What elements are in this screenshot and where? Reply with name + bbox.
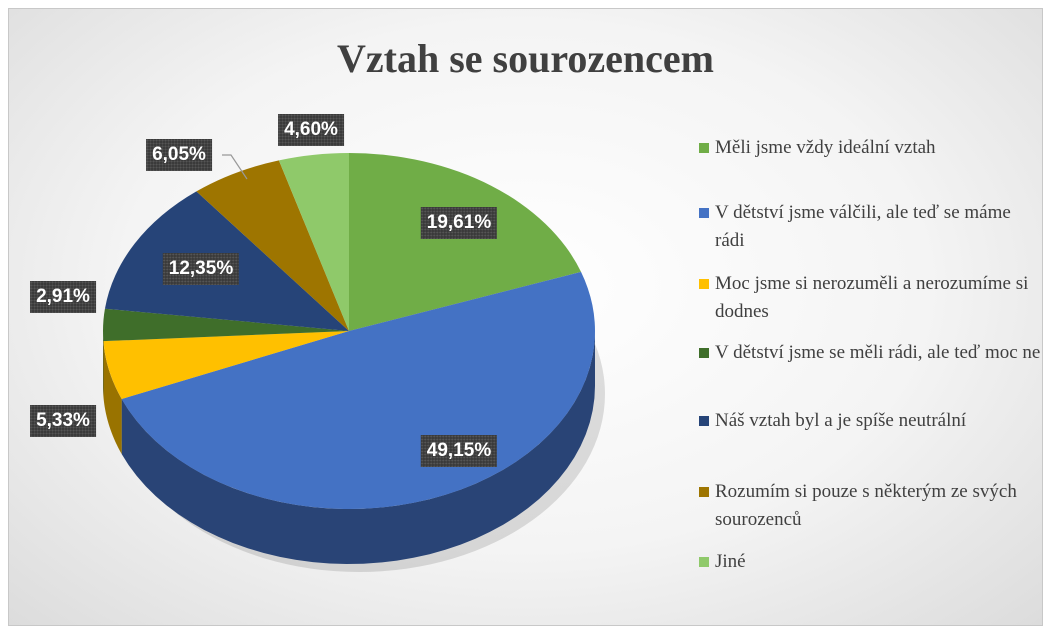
data-label: 49,15%: [420, 435, 498, 467]
legend-swatch: [699, 348, 709, 358]
pie-side: [103, 341, 122, 455]
legend-item: Měli jsme vždy ideální vztah: [699, 134, 1042, 162]
data-label: 19,61%: [420, 207, 498, 239]
leader-line: [222, 154, 248, 180]
legend-item: V dětství jsme se měli rádi, ale teď moc…: [699, 339, 1042, 367]
data-label: 12,35%: [162, 253, 240, 285]
legend-item: V dětství jsme válčili, ale teď se máme …: [699, 199, 1042, 255]
legend-item: Rozumím si pouze s některým ze svých sou…: [699, 478, 1042, 534]
legend-label: Moc jsme si nerozuměli a nerozumíme si d…: [715, 273, 1029, 322]
legend-item: Jiné: [699, 548, 1042, 576]
legend-label: Rozumím si pouze s některým ze svých sou…: [715, 481, 1017, 530]
pie-slice: [278, 153, 349, 331]
legend-swatch: [699, 143, 709, 153]
chart: Vztah se sourozencem 19,61% 49,15% 5,33% 2,…: [8, 8, 1043, 626]
legend-swatch: [699, 416, 709, 426]
legend-item: Náš vztah byl a je spíše neutrální: [699, 407, 1042, 435]
legend-item: Moc jsme si nerozuměli a nerozumíme si d…: [699, 270, 1042, 326]
legend-label: V dětství jsme válčili, ale teď se máme …: [715, 202, 1011, 251]
data-label: 4,60%: [278, 114, 344, 146]
pie-slice: [196, 160, 349, 331]
pie-slice: [103, 331, 349, 400]
legend-swatch: [699, 208, 709, 218]
legend-swatch: [699, 487, 709, 497]
legend-swatch: [699, 557, 709, 567]
legend-label: Náš vztah byl a je spíše neutrální: [715, 410, 967, 431]
pie-slice: [349, 153, 582, 331]
legend-swatch: [699, 279, 709, 289]
pie-side: [121, 331, 595, 564]
legend-label: V dětství jsme se měli rádi, ale teď moc…: [715, 342, 1041, 363]
data-label: 2,91%: [30, 281, 96, 313]
legend-label: Měli jsme vždy ideální vztah: [715, 137, 936, 158]
data-label: 6,05%: [146, 139, 212, 171]
pie-slice: [102, 308, 350, 342]
legend-label: Jiné: [715, 551, 746, 572]
data-label: 5,33%: [30, 405, 96, 437]
chart-title: Vztah se sourozencem: [337, 36, 714, 81]
